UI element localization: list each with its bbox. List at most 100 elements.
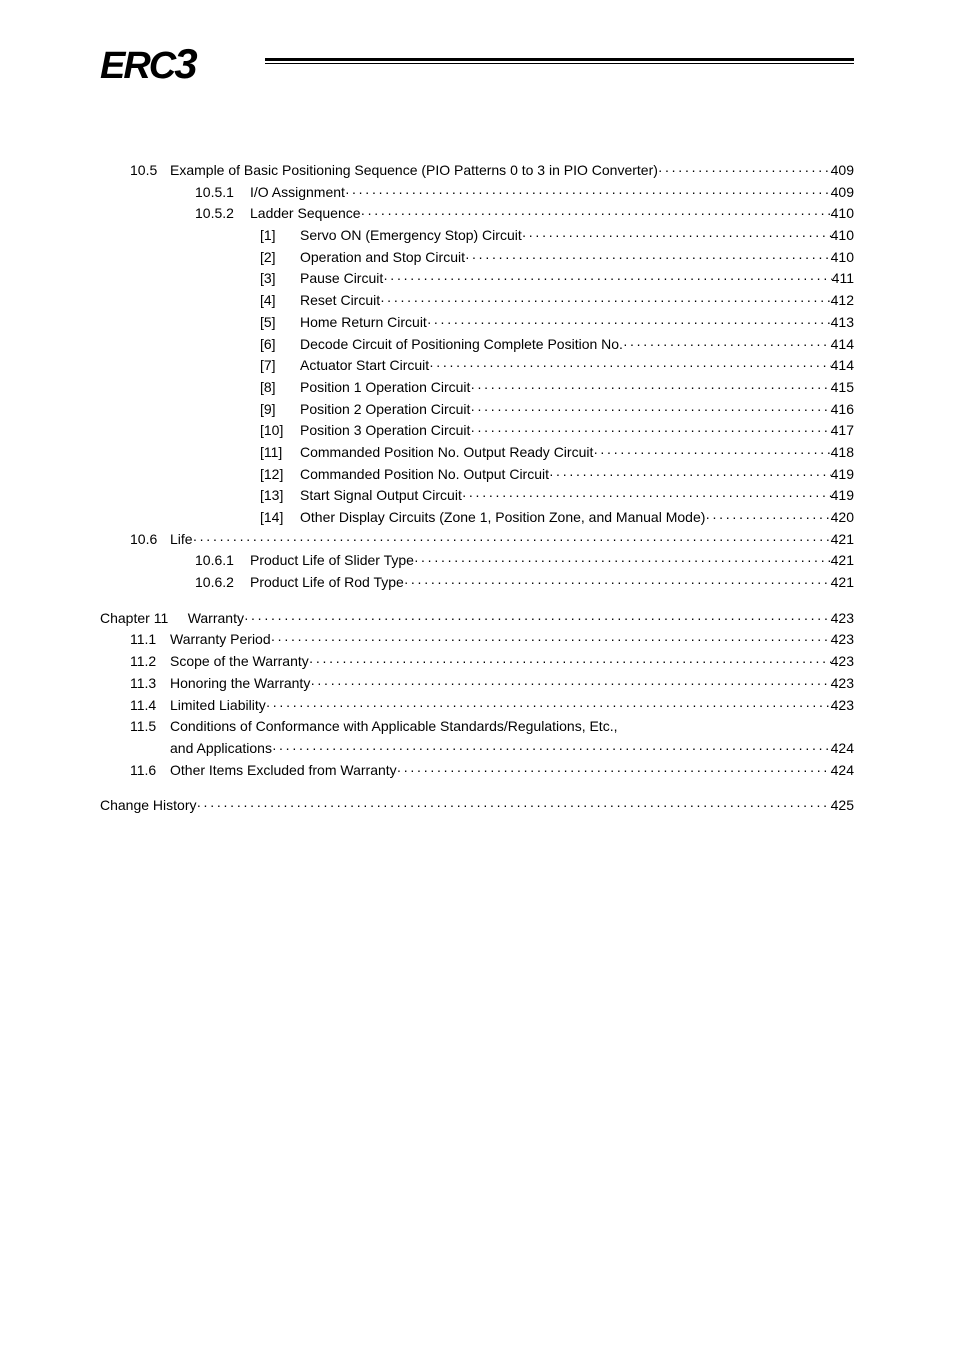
toc-entry: [5]Home Return Circuit 413 [100, 312, 854, 334]
toc-leader-dots [623, 334, 831, 356]
toc-number: [13] [260, 485, 300, 507]
toc-label: [8]Position 1 Operation Circuit [260, 377, 470, 399]
toc-text: Commanded Position No. Output Circuit [300, 466, 549, 482]
toc-leader-dots [462, 485, 831, 507]
toc-page: 413 [831, 312, 854, 334]
toc-label: [1]Servo ON (Emergency Stop) Circuit [260, 225, 522, 247]
toc-page: 421 [831, 529, 854, 551]
toc-page: 423 [831, 629, 854, 651]
page: ERC3 10.5Example of Basic Positioning Se… [0, 0, 954, 1350]
toc-page: 412 [831, 290, 854, 312]
toc-leader-dots [429, 355, 830, 377]
toc-number: 10.6 [130, 529, 170, 551]
toc-number: [6] [260, 334, 300, 356]
toc-number: 11.3 [130, 673, 170, 695]
toc-text: Position 2 Operation Circuit [300, 401, 470, 417]
toc-label: 11.3Honoring the Warranty [130, 673, 310, 695]
toc-text: Pause Circuit [300, 270, 383, 286]
toc-page: 410 [831, 225, 854, 247]
toc-text: Conditions of Conformance with Applicabl… [170, 718, 617, 734]
table-of-contents: 10.5Example of Basic Positioning Sequenc… [100, 160, 854, 817]
toc-number: [5] [260, 312, 300, 334]
toc-number: [2] [260, 247, 300, 269]
toc-leader-dots [522, 225, 831, 247]
toc-text: Operation and Stop Circuit [300, 249, 465, 265]
toc-number: [12] [260, 464, 300, 486]
toc-entry: [14]Other Display Circuits (Zone 1, Posi… [100, 507, 854, 529]
toc-entry: [7]Actuator Start Circuit 414 [100, 355, 854, 377]
toc-entry: 10.6.2Product Life of Rod Type 421 [100, 572, 854, 594]
toc-leader-dots [380, 290, 831, 312]
toc-label: Change History [100, 795, 197, 817]
toc-text: Position 1 Operation Circuit [300, 379, 470, 395]
toc-text: Honoring the Warranty [170, 675, 310, 691]
toc-leader-dots [193, 529, 831, 551]
toc-label: [11]Commanded Position No. Output Ready … [260, 442, 593, 464]
toc-label: [10]Position 3 Operation Circuit [260, 420, 470, 442]
toc-page: 419 [831, 464, 854, 486]
toc-page: 424 [831, 760, 854, 782]
toc-entry: 11.6Other Items Excluded from Warranty 4… [100, 760, 854, 782]
toc-text: Product Life of Rod Type [250, 574, 404, 590]
toc-text: Home Return Circuit [300, 314, 427, 330]
toc-page: 423 [831, 695, 854, 717]
toc-text: Life [170, 531, 193, 547]
toc-page: 421 [831, 550, 854, 572]
toc-page: 425 [831, 795, 854, 817]
toc-page: 419 [831, 485, 854, 507]
toc-leader-dots [383, 268, 831, 290]
toc-number: [7] [260, 355, 300, 377]
toc-page: 420 [831, 507, 854, 529]
toc-label: [7]Actuator Start Circuit [260, 355, 429, 377]
header-rule-thick [265, 58, 854, 61]
toc-leader-dots [414, 550, 831, 572]
toc-entry: [6]Decode Circuit of Positioning Complet… [100, 334, 854, 356]
toc-number: [4] [260, 290, 300, 312]
toc-text: Servo ON (Emergency Stop) Circuit [300, 227, 522, 243]
toc-number: 10.5 [130, 160, 170, 182]
toc-label: [6]Decode Circuit of Positioning Complet… [260, 334, 623, 356]
toc-entry: 10.5.2Ladder Sequence 410 [100, 203, 854, 225]
toc-page: 409 [831, 160, 854, 182]
toc-label: 11.1Warranty Period [130, 629, 271, 651]
toc-number: 11.4 [130, 695, 170, 717]
toc-text: Commanded Position No. Output Ready Circ… [300, 444, 593, 460]
toc-leader-dots [470, 420, 830, 442]
toc-label: 11.5Conditions of Conformance with Appli… [130, 716, 617, 738]
toc-leader-dots [244, 608, 831, 630]
toc-leader-dots [470, 377, 830, 399]
toc-entry: 11.1Warranty Period 423 [100, 629, 854, 651]
toc-number: 10.5.1 [195, 182, 250, 204]
toc-text: Limited Liability [170, 697, 266, 713]
toc-label: 10.6.2Product Life of Rod Type [195, 572, 404, 594]
toc-label: and Applications [130, 738, 272, 760]
toc-number: 10.6.2 [195, 572, 250, 594]
toc-entry: [13]Start Signal Output Circuit 419 [100, 485, 854, 507]
toc-label: [9]Position 2 Operation Circuit [260, 399, 470, 421]
toc-entry: [12]Commanded Position No. Output Circui… [100, 464, 854, 486]
toc-entry: [9]Position 2 Operation Circuit 416 [100, 399, 854, 421]
toc-number: Chapter 11 [100, 608, 168, 630]
toc-leader-dots [470, 399, 830, 421]
toc-leader-dots [427, 312, 831, 334]
toc-label: [4]Reset Circuit [260, 290, 380, 312]
toc-page: 410 [831, 247, 854, 269]
toc-entry: [11]Commanded Position No. Output Ready … [100, 442, 854, 464]
toc-page: 423 [831, 673, 854, 695]
toc-text: Example of Basic Positioning Sequence (P… [170, 162, 658, 178]
logo: ERC3 [100, 40, 196, 88]
toc-text: Product Life of Slider Type [250, 552, 414, 568]
toc-number: 11.2 [130, 651, 170, 673]
toc-number: 11.5 [130, 716, 170, 738]
toc-entry: 11.4Limited Liability 423 [100, 695, 854, 717]
toc-number: 10.6.1 [195, 550, 250, 572]
toc-entry: 10.5.1I/O Assignment 409 [100, 182, 854, 204]
toc-entry: [1]Servo ON (Emergency Stop) Circuit 410 [100, 225, 854, 247]
toc-page: 414 [831, 334, 854, 356]
toc-leader-dots [465, 247, 831, 269]
toc-leader-dots [549, 464, 831, 486]
toc-number: 10.5.2 [195, 203, 250, 225]
toc-entry: [4]Reset Circuit 412 [100, 290, 854, 312]
toc-label: [2]Operation and Stop Circuit [260, 247, 465, 269]
toc-entry: 11.5Conditions of Conformance with Appli… [100, 716, 854, 738]
